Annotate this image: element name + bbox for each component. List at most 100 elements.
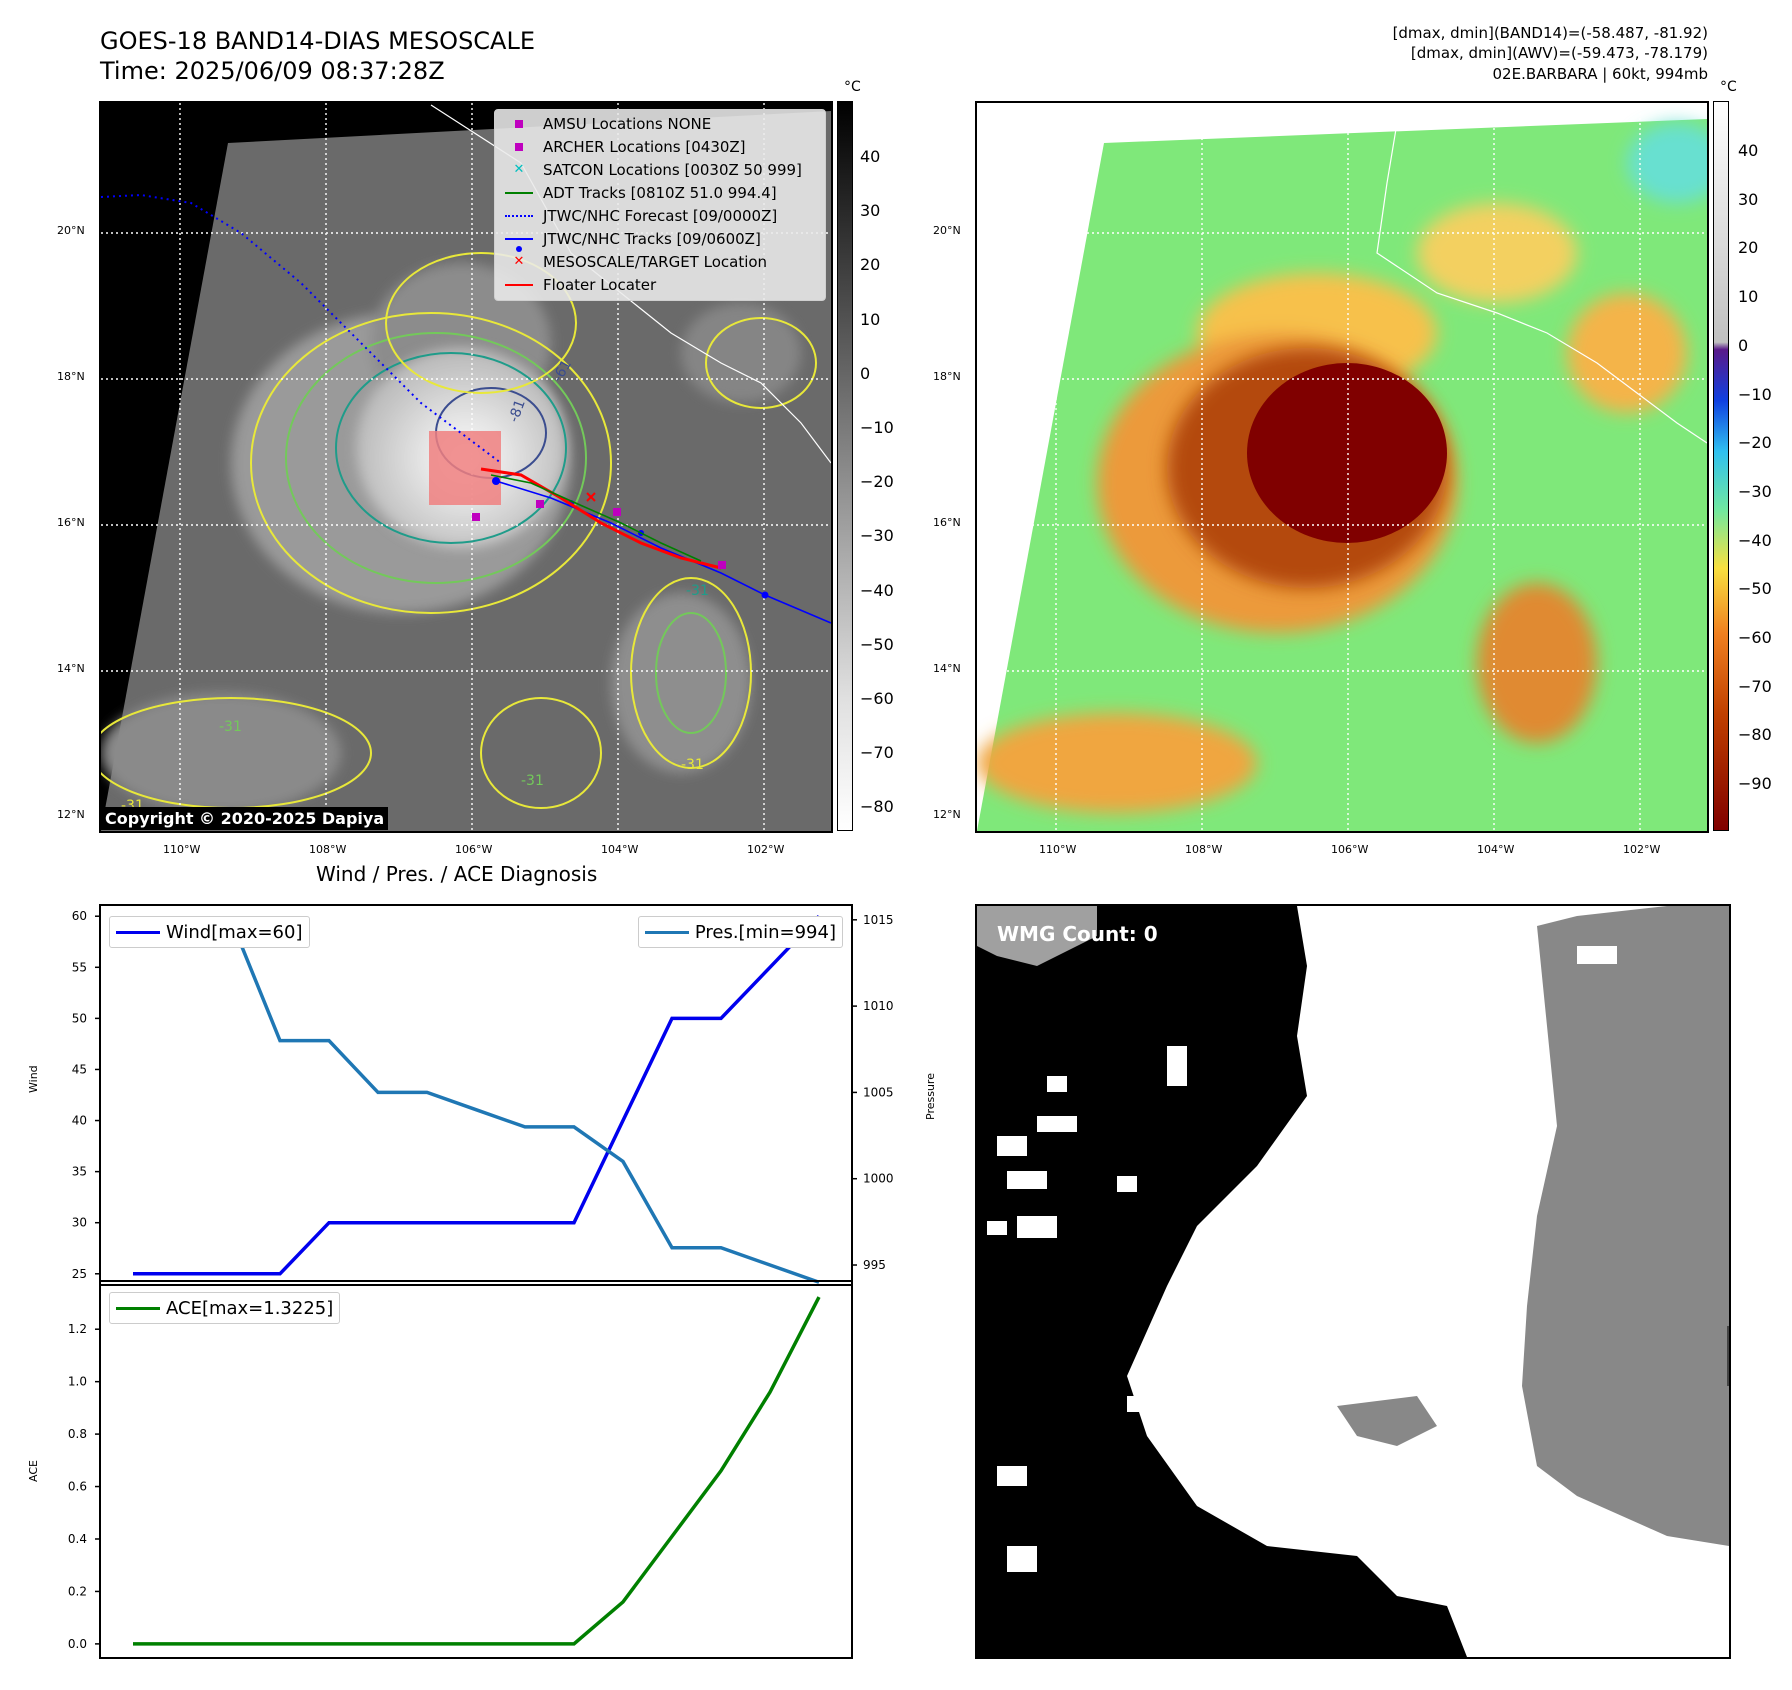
- line-marker-icon: [505, 191, 533, 194]
- lon-tick-104w-r: 104°W: [1477, 843, 1515, 856]
- color-colorbar-tick: 10: [1738, 287, 1759, 307]
- copyright-label: Copyright © 2020-2025 Dapiya: [101, 807, 389, 830]
- lat-tick-14n: 14°N: [57, 662, 85, 675]
- line-dot-icon: [505, 237, 533, 240]
- wind-axis-label: Wind: [27, 1065, 40, 1093]
- gray-colorbar-unit: °C: [844, 79, 861, 95]
- legend-item-satcon: ✕ SATCON Locations [0030Z 50 999]: [495, 158, 802, 181]
- ace-plot: 0.0 0.2 0.4 0.6 0.8 1.0 1.2 ACE[max=1.3225]: [68, 1280, 853, 1659]
- contour-label-31d: -31: [521, 773, 544, 789]
- color-colorbar-tick: −80: [1738, 725, 1772, 745]
- wind-series-line: [133, 915, 821, 1276]
- ace-tick-label: 0.6: [68, 1480, 87, 1494]
- color-colorbar-tick: −70: [1738, 676, 1772, 696]
- legend-item-forecast: JTWC/NHC Forecast [09/0000Z]: [495, 204, 777, 227]
- gray-colorbar-tick: −20: [860, 472, 894, 492]
- ir-map-panel: -81 -61 -31 -31 -31 -31 -31 AMSU Locatio…: [99, 101, 833, 833]
- info-awv: [dmax, dmin](AWV)=(-59.473, -78.179): [1410, 44, 1708, 62]
- wind-line-icon: [116, 930, 160, 934]
- pressure-tick-label: 1010: [863, 999, 894, 1013]
- color-map-panel: [975, 101, 1709, 833]
- pres-legend: Pres.[min=994]: [637, 916, 843, 948]
- contour-label-31e: -31: [686, 583, 709, 599]
- legend-item-floater: Floater Locater: [495, 273, 656, 296]
- lat-tick-12n-r: 12°N: [933, 808, 961, 821]
- color-colorbar-tick: −10: [1738, 384, 1772, 404]
- lat-tick-18n-r: 18°N: [933, 370, 961, 383]
- gray-colorbar: [837, 101, 853, 831]
- contour-label-31b: -31: [681, 757, 704, 773]
- lon-tick-110w-r: 110°W: [1039, 843, 1077, 856]
- lon-tick-104w: 104°W: [601, 843, 639, 856]
- color-colorbar-tick: 20: [1738, 238, 1759, 258]
- x-marker-icon: ✕: [513, 254, 525, 269]
- lat-tick-20n: 20°N: [57, 224, 85, 237]
- lon-tick-106w-r: 106°W: [1331, 843, 1369, 856]
- gray-colorbar-tick: −60: [860, 689, 894, 708]
- color-colorbar-tick: −90: [1738, 774, 1772, 794]
- gray-colorbar-tick: 0: [860, 363, 871, 383]
- gray-colorbar-tick: 10: [860, 309, 881, 329]
- pressure-axis-label: Pressure: [924, 1073, 937, 1120]
- wind-tick-label: 50: [72, 1011, 87, 1025]
- gray-colorbar-tick: −40: [860, 580, 894, 600]
- map-legend: AMSU Locations NONE ARCHER Locations [04…: [494, 109, 826, 301]
- legend-item-adt: ADT Tracks [0810Z 51.0 994.4]: [495, 181, 777, 204]
- lon-tick-108w-r: 108°W: [1185, 843, 1223, 856]
- wind-pres-plot: 25 30 35 40 45 50 55 60 995 1000 1005 1010 1015 Wind…: [72, 904, 894, 1286]
- lat-tick-12n: 12°N: [57, 808, 85, 821]
- wind-tick-label: 40: [72, 1114, 87, 1128]
- diagnosis-title: Wind / Pres. / ACE Diagnosis: [316, 862, 598, 886]
- wind-tick-label: 45: [72, 1062, 87, 1076]
- legend-item-archer: ARCHER Locations [0430Z]: [495, 135, 746, 158]
- info-storm: 02E.BARBARA | 60kt, 994mb: [1492, 65, 1708, 83]
- color-colorbar-tick: −20: [1738, 433, 1772, 453]
- lon-tick-106w: 106°W: [455, 843, 493, 856]
- wmg-image: [977, 906, 1729, 1657]
- pressure-tick-label: 1005: [863, 1085, 894, 1099]
- gray-colorbar-tick: 20: [860, 255, 881, 275]
- legend-item-target: ✕ MESOSCALE/TARGET Location: [495, 250, 768, 273]
- color-colorbar-tick: 40: [1738, 141, 1759, 160]
- lat-tick-16n-r: 16°N: [933, 516, 961, 529]
- gray-colorbar-tick: 30: [860, 201, 881, 221]
- color-colorbar-tick: 0: [1738, 335, 1749, 355]
- color-map-image: [977, 103, 1707, 831]
- pres-line-icon: [644, 930, 689, 934]
- wmg-count-label: WMG Count: 0: [997, 922, 1158, 946]
- ace-tick-label: 1.0: [68, 1375, 87, 1389]
- square-marker-icon: [515, 119, 523, 128]
- contour-label-31c: -31: [219, 719, 242, 735]
- gray-colorbar-tick: −80: [860, 797, 894, 817]
- ace-tick-label: 1.2: [68, 1322, 87, 1336]
- wind-tick-label: 30: [72, 1216, 87, 1230]
- gray-colorbar-tick: −70: [860, 743, 894, 763]
- ace-svg: 0.0 0.2 0.4 0.6 0.8 1.0 1.2: [68, 1296, 821, 1651]
- gray-colorbar-tick: −50: [860, 634, 894, 654]
- ace-tick-label: 0.8: [68, 1427, 87, 1441]
- ace-legend: ACE[max=1.3225]: [109, 1292, 341, 1324]
- figure-time: Time: 2025/06/09 08:37:28Z: [100, 57, 445, 85]
- lon-tick-108w: 108°W: [309, 843, 347, 856]
- wind-tick-label: 55: [72, 960, 87, 974]
- lat-tick-14n-r: 14°N: [933, 662, 961, 675]
- color-colorbar-tick: −50: [1738, 579, 1772, 599]
- pressure-series-line: [133, 918, 820, 1284]
- ace-series-line: [133, 1296, 821, 1646]
- gray-colorbar-tick: −30: [860, 526, 894, 546]
- wind-pres-svg: 25 30 35 40 45 50 55 60 995 1000 1005 1010 1015: [72, 909, 894, 1284]
- lat-tick-16n: 16°N: [57, 516, 85, 529]
- info-band14: [dmax, dmin](BAND14)=(-58.487, -81.92): [1392, 24, 1708, 42]
- legend-item-tracks: JTWC/NHC Tracks [09/0600Z]: [495, 227, 761, 252]
- ace-axis-label: ACE: [27, 1460, 40, 1482]
- pressure-tick-label: 995: [863, 1258, 886, 1272]
- ace-tick-label: 0.0: [68, 1637, 87, 1651]
- line-marker-icon: [505, 283, 533, 286]
- lon-tick-110w: 110°W: [163, 843, 201, 856]
- pressure-tick-label: 1000: [863, 1172, 894, 1186]
- legend-item-amsu: AMSU Locations NONE: [495, 112, 711, 135]
- lat-tick-18n: 18°N: [57, 370, 85, 383]
- lat-tick-20n-r: 20°N: [933, 224, 961, 237]
- color-colorbar-tick: −60: [1738, 628, 1772, 647]
- x-marker-icon: ✕: [513, 162, 525, 177]
